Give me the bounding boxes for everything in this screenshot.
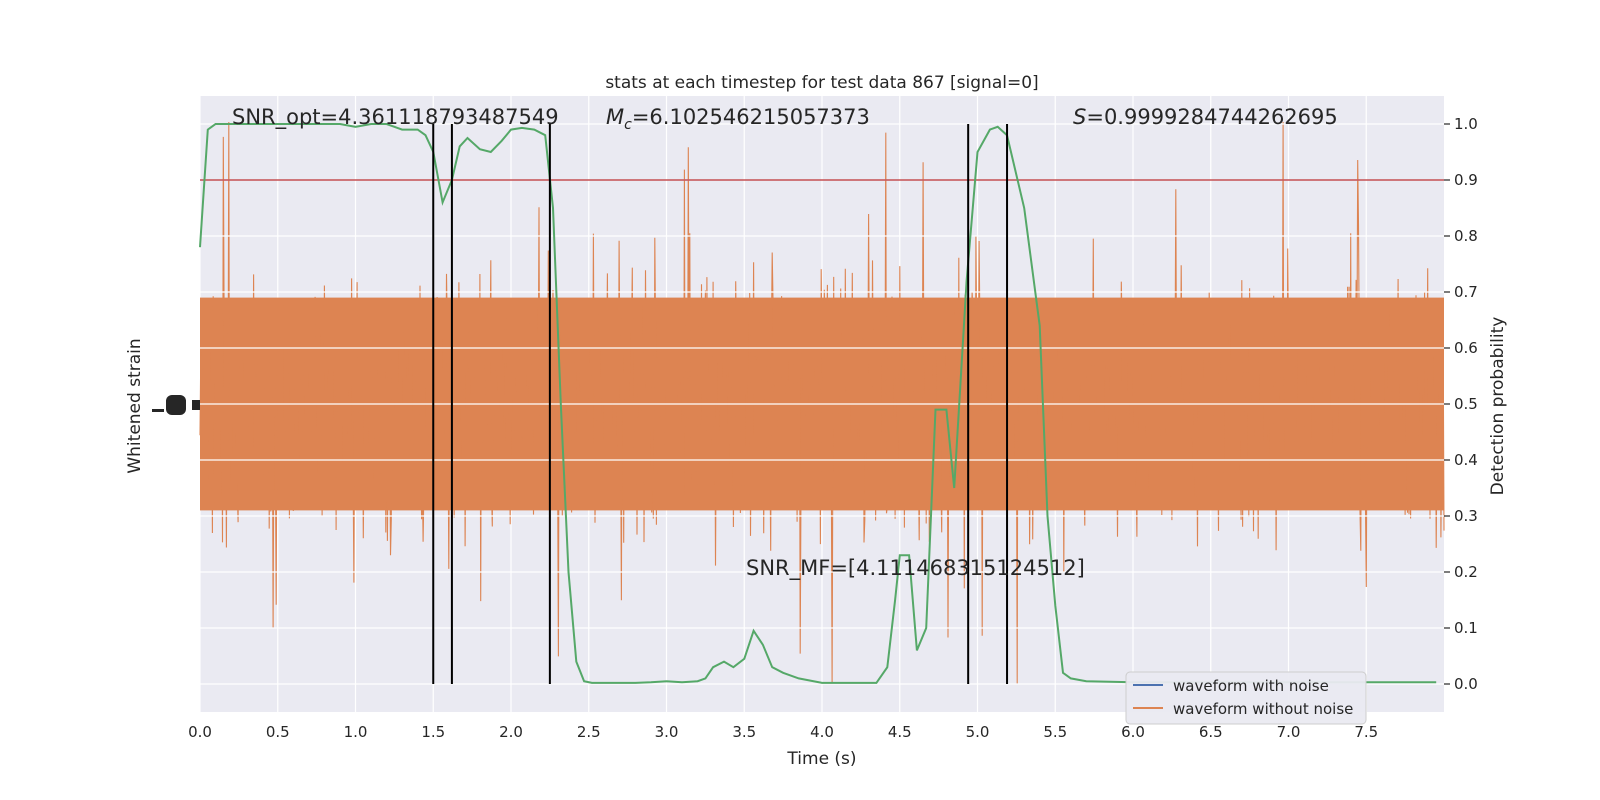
detection-probability-path [199, 123, 1437, 684]
s-value: =0.9999284744262695 [1086, 105, 1337, 129]
left-axis-ticks-overlap [152, 395, 200, 415]
x-tick-label-2: 1.0 [344, 723, 368, 741]
grid-overlay [200, 123, 1444, 685]
snr-mf-annotation: SNR_MF=[4.111468315124512] [746, 556, 1085, 581]
y-tick-label-3: 0.3 [1454, 507, 1478, 525]
vertical-markers [432, 124, 1009, 684]
x-axis-ticks: 0.0 0.5 1.0 1.5 2.0 2.5 3.0 3.5 4.0 4.5 5.0 5.5 6.0 6… [188, 723, 1378, 741]
x-tick-label-8: 4.0 [810, 723, 834, 741]
x-tick-label-12: 6.0 [1121, 723, 1145, 741]
mc-value: =6.102546215057373 [632, 105, 870, 129]
y-tick-label-4: 0.4 [1454, 451, 1478, 469]
x-tick-label-7: 3.5 [732, 723, 756, 741]
x-tick-label-10: 5.0 [966, 723, 990, 741]
x-tick-label-5: 2.5 [577, 723, 601, 741]
mc-symbol: M [606, 105, 624, 129]
x-tick-label-6: 3.0 [655, 723, 679, 741]
snr-opt-annotation: SNR_opt=4.361118793487549 [232, 105, 559, 130]
x-tick-label-4: 2.0 [499, 723, 523, 741]
legend-label-without-noise: waveform without noise [1173, 700, 1353, 718]
x-tick-label-1: 0.5 [266, 723, 290, 741]
legend: waveform with noise waveform without noi… [1125, 671, 1367, 725]
x-axis-label: Time (s) [786, 749, 856, 769]
x-tick-label-3: 1.5 [421, 723, 445, 741]
x-tick-label-11: 5.5 [1043, 723, 1067, 741]
x-tick-label-0: 0.0 [188, 723, 212, 741]
y-tick-label-8: 0.8 [1454, 227, 1478, 245]
y-tick-label-7: 0.7 [1454, 283, 1478, 301]
noise-path [199, 121, 1445, 685]
s-symbol: S [1073, 105, 1086, 129]
s-annotation: S=0.9999284744262695 [1073, 105, 1338, 129]
y-axis-right-ticks: 0.0 0.1 0.2 0.3 0.4 0.5 0.6 0.7 0.8 0.9 1.0 [1444, 115, 1478, 693]
y-tick-label-6: 0.6 [1454, 339, 1478, 357]
legend-label-with-noise: waveform with noise [1173, 677, 1329, 695]
detection-probability-line [199, 123, 1437, 684]
y-tick-label-2: 0.2 [1454, 563, 1478, 581]
x-tick-label-9: 4.5 [888, 723, 912, 741]
y-tick-label-0: 0.0 [1454, 675, 1478, 693]
chart-title: stats at each timestep for test data 867… [605, 73, 1038, 93]
mc-subscript: c [624, 117, 632, 133]
y-tick-label-9: 0.9 [1454, 171, 1478, 189]
x-tick-label-13: 6.5 [1199, 723, 1223, 741]
y-tick-label-1: 0.1 [1454, 619, 1478, 637]
y-tick-label-5: 0.5 [1454, 395, 1478, 413]
y-axis-left-label: Whitened strain [125, 338, 145, 473]
y-axis-right-label: Detection probability [1488, 317, 1508, 496]
x-tick-label-15: 7.5 [1354, 723, 1378, 741]
y-tick-label-10: 1.0 [1454, 115, 1478, 133]
mc-annotation: Mc=6.102546215057373 [606, 105, 870, 133]
x-tick-label-14: 7.0 [1277, 723, 1301, 741]
